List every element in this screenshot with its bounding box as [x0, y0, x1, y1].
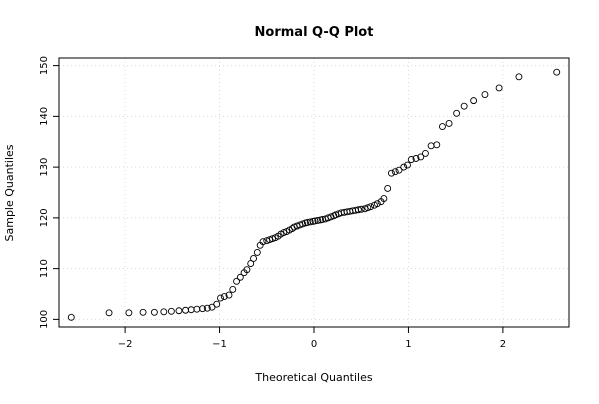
y-axis-label: Sample Quantiles: [3, 144, 16, 241]
data-point: [407, 156, 415, 163]
data-point: [175, 307, 183, 315]
data-point: [364, 204, 372, 212]
data-point: [433, 141, 441, 149]
data-point: [217, 294, 224, 302]
data-point: [421, 149, 429, 157]
data-point: [299, 220, 307, 228]
y-tick-label: 100: [39, 310, 50, 329]
data-point: [150, 308, 158, 316]
y-axis: 100 110 120 130 140 150: [39, 56, 59, 329]
data-point: [247, 260, 255, 268]
data-point: [357, 205, 365, 213]
data-point: [495, 84, 503, 92]
data-point: [236, 273, 244, 281]
x-tick-label: 0: [311, 339, 317, 350]
data-point: [199, 305, 207, 313]
data-point: [213, 300, 221, 308]
data-point: [314, 216, 322, 224]
data-point: [268, 235, 276, 243]
data-point: [412, 155, 420, 162]
data-point: [167, 307, 175, 315]
data-point: [391, 168, 399, 176]
data-point: [481, 91, 489, 98]
y-tick-label: 130: [39, 158, 50, 177]
data-point: [384, 184, 392, 192]
data-point: [203, 304, 211, 312]
data-points: [67, 68, 561, 321]
data-point: [229, 285, 237, 293]
data-point: [327, 213, 335, 221]
data-point: [220, 293, 228, 300]
data-point: [417, 153, 425, 161]
data-point: [139, 308, 147, 316]
data-point: [187, 306, 195, 314]
data-point: [160, 308, 168, 316]
x-axis: −2 −1 0 1 2: [118, 327, 506, 350]
data-point: [306, 218, 314, 226]
grid-lines: [59, 58, 569, 327]
data-point: [259, 238, 267, 246]
x-axis-label: Theoretical Quantiles: [254, 371, 372, 384]
data-point: [354, 206, 362, 214]
data-point: [470, 97, 478, 105]
data-point: [250, 255, 258, 262]
x-tick-label: −2: [118, 339, 133, 350]
x-tick-label: 1: [405, 339, 411, 350]
data-point: [373, 200, 381, 208]
data-point: [280, 229, 288, 237]
data-point: [208, 303, 216, 311]
data-point: [225, 291, 233, 299]
data-point: [243, 266, 251, 274]
data-point: [125, 309, 133, 317]
data-point: [387, 169, 395, 177]
y-tick-label: 110: [39, 259, 50, 278]
data-point: [380, 195, 388, 203]
data-point: [367, 203, 375, 211]
data-point: [253, 248, 261, 256]
x-tick-label: −1: [212, 339, 227, 350]
data-point: [438, 123, 446, 130]
data-point: [182, 306, 190, 314]
y-tick-label: 150: [39, 56, 50, 75]
data-point: [105, 309, 113, 317]
data-point: [553, 68, 561, 76]
x-tick-label: 2: [500, 339, 506, 350]
data-point: [233, 277, 241, 285]
chart-title: Normal Q-Q Plot: [255, 25, 374, 40]
data-point: [404, 161, 411, 169]
data-point: [400, 163, 408, 171]
data-point: [460, 102, 468, 110]
data-point: [515, 73, 523, 81]
data-point: [395, 166, 403, 174]
y-tick-label: 140: [39, 107, 50, 126]
y-tick-label: 120: [39, 208, 50, 227]
data-point: [445, 120, 453, 127]
data-point: [67, 313, 75, 321]
data-point: [427, 142, 435, 150]
data-point: [453, 109, 461, 117]
data-point: [193, 305, 201, 313]
